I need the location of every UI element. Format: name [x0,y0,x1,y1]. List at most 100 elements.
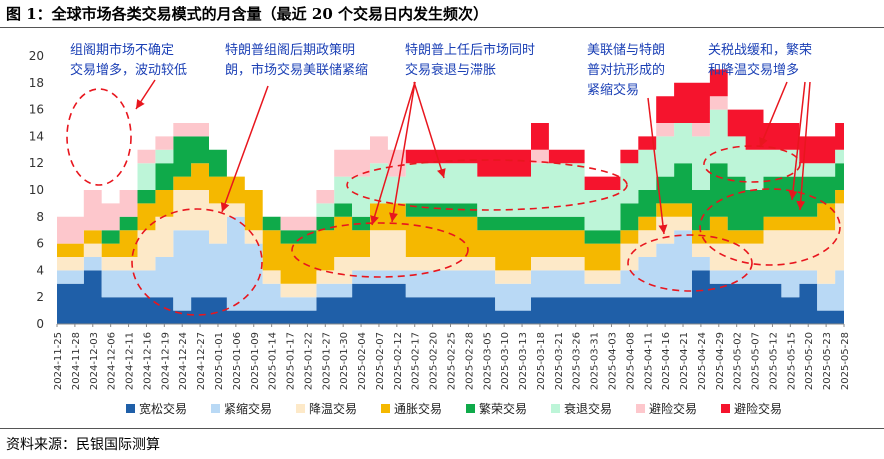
x-tick-label: 2025-04-24 [697,332,708,390]
stacked-area-chart: 0 2 4 6 8 10 12 14 16 18 20 2024-11-25 2024-11-28 202… [29,42,851,416]
annotation-text: 普对抗形成的 [587,62,665,78]
x-tick-label: 2025-01-30 [339,332,350,390]
x-tick-label: 2025-01-01 [214,332,225,390]
x-tick-label: 2025-04-03 [607,332,618,390]
x-tick-label: 2025-01-06 [232,332,243,390]
highlight-ellipse [699,188,841,266]
x-tick-label: 2024-12-11 [125,332,136,390]
legend-swatch [296,404,305,413]
x-tick-label: 2025-04-08 [625,332,636,390]
y-tick-label: 10 [29,183,44,197]
x-tick-label: 2025-01-09 [250,332,261,390]
x-tick-label: 2025-04-11 [643,332,654,390]
annotation-arrow [759,81,788,148]
x-tick-label: 2025-01-27 [321,332,332,390]
highlight-ellipse [627,234,753,292]
top-rule [0,27,884,28]
annotation-arrow [370,81,416,226]
annotation-text: 组阁期市场不确定 [70,42,174,58]
annotation-text: 和降温交易增多 [708,62,799,78]
annotation-arrow [788,81,806,201]
annotation-text: 关税战缓和，繁荣 [708,42,812,58]
legend-label: 衰退交易 [564,401,612,416]
highlight-ellipse [66,88,132,186]
legend-label: 紧缩交易 [224,401,272,416]
annotation-text: 特朗普组阁后期政策明 [225,42,355,58]
y-tick-label: 18 [29,76,44,90]
x-tick-label: 2025-03-10 [500,332,511,390]
x-tick-label: 2024-12-03 [89,332,100,390]
legend-label: 宽松交易 [139,401,187,416]
series-area-5 [57,109,844,244]
y-tick-label: 16 [29,103,44,117]
y-tick-label: 6 [36,237,44,251]
highlight-ellipse [703,145,801,183]
y-tick-label: 0 [36,317,44,331]
y-tick-label: 2 [36,290,44,304]
figure-title: 图 1：全球市场各类交易模式的月含量（最近 20 个交易日内发生频次） [6,5,488,23]
x-tick-label: 2025-02-12 [393,332,404,390]
y-tick-label: 20 [29,49,44,63]
x-tick-label: 2024-12-19 [160,332,171,390]
x-tick-label: 2025-04-16 [661,332,672,390]
x-tick-label: 2025-03-21 [554,332,565,390]
x-tick-label: 2025-03-05 [482,332,493,390]
annotation-arrow [389,81,416,223]
annotation-text: 特朗普上任后市场同时 [405,42,535,58]
annotation-text: 朗，市场交易美联储紧缩 [225,62,368,78]
x-tick-label: 2025-02-17 [411,332,422,390]
legend-swatch [636,404,645,413]
y-tick-label: 4 [36,263,44,277]
annotation-text: 交易增多，波动较低 [70,62,187,78]
annotation-arrow [135,79,156,110]
x-tick-label: 2025-05-23 [822,332,833,390]
series-area-2 [57,190,844,298]
x-tick-label: 2025-03-31 [590,332,601,390]
legend-label: 降温交易 [309,401,357,416]
x-tick-label: 2025-03-18 [536,332,547,390]
legend-swatch [211,404,220,413]
source-note: 资料来源：民银国际测算 [6,437,160,453]
legend-swatch [721,404,730,413]
x-tick-label: 2025-02-20 [429,332,440,390]
x-tick-label: 2025-05-02 [733,332,744,390]
x-tick-label: 2025-05-15 [786,332,797,390]
x-tick-label: 2025-05-07 [751,332,762,390]
highlight-ellipse [131,208,263,316]
x-tick-label: 2024-12-06 [107,332,118,390]
x-tick-label: 2025-03-26 [572,332,583,390]
x-tick-label: 2025-03-13 [518,332,529,390]
legend-label: 繁荣交易 [479,401,527,416]
x-tick-label: 2024-11-28 [71,332,82,390]
y-tick-label: 8 [36,210,44,224]
x-tick-label: 2024-12-24 [178,332,189,390]
bottom-rule [0,428,884,429]
highlight-ellipse [346,159,628,211]
annotation-arrow [220,85,269,213]
annotation-arrow [796,81,811,211]
x-tick-label: 2025-02-07 [375,332,386,390]
y-tick-label: 14 [29,129,44,143]
x-tick-label: 2025-04-29 [715,332,726,390]
annotation-arrow [413,81,446,179]
series-area-4 [57,136,844,244]
x-tick-label: 2025-01-22 [303,332,314,390]
x-tick-label: 2024-12-16 [142,332,153,390]
x-tick-label: 2025-04-21 [679,332,690,390]
highlight-ellipse [291,222,469,278]
x-tick-label: 2024-11-25 [53,332,64,390]
x-tick-label: 2024-12-27 [196,332,207,390]
x-tick-label: 2025-02-28 [464,332,475,390]
annotation-text: 美联储与特朗 [587,43,665,58]
legend-swatch [381,404,390,413]
x-tick-label: 2025-05-28 [840,332,851,390]
x-tick-label: 2025-02-04 [357,332,368,390]
annotation-text: 紧缩交易 [587,82,639,98]
legend-label: 避险交易 [734,401,782,416]
legend-swatch [551,404,560,413]
legend-label: 避险交易 [649,401,697,416]
x-tick-label: 2025-01-14 [268,332,279,390]
legend-swatch [126,404,135,413]
annotation-arrow [647,97,668,235]
